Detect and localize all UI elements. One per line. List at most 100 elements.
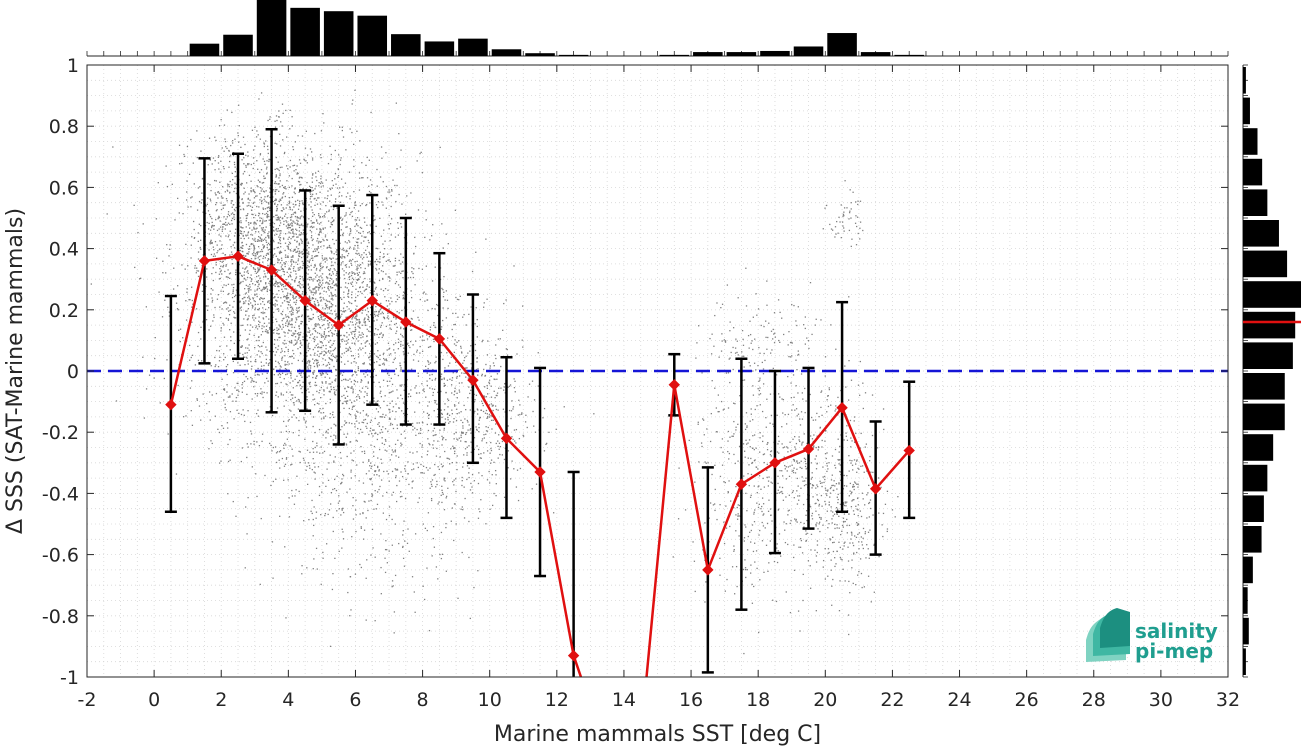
scatter-point [335, 378, 337, 380]
scatter-point [334, 478, 336, 481]
scatter-point [329, 398, 331, 401]
scatter-point [413, 268, 415, 270]
scatter-point [279, 198, 281, 200]
scatter-point [525, 414, 527, 416]
scatter-point [385, 300, 388, 302]
scatter-point [293, 206, 295, 208]
scatter-point [350, 471, 352, 473]
scatter-point [241, 387, 243, 389]
scatter-point [318, 283, 320, 285]
scatter-point [321, 491, 323, 493]
scatter-point [252, 167, 254, 170]
scatter-point [292, 298, 295, 300]
scatter-point [248, 202, 250, 204]
scatter-point [297, 408, 300, 410]
scatter-point [356, 319, 359, 321]
scatter-point [359, 204, 362, 207]
scatter-point [336, 271, 338, 273]
scatter-point [346, 250, 348, 252]
scatter-point [329, 383, 332, 385]
scatter-point [298, 434, 300, 437]
scatter-point [398, 407, 401, 409]
scatter-point [335, 374, 337, 377]
scatter-point [320, 178, 322, 180]
scatter-point [319, 452, 321, 454]
scatter-point [334, 173, 337, 175]
scatter-point [279, 219, 281, 222]
scatter-point [375, 305, 377, 308]
scatter-point [298, 328, 301, 330]
scatter-point [267, 278, 269, 280]
scatter-point [312, 425, 314, 428]
scatter-point [347, 342, 349, 344]
scatter-point [299, 216, 302, 218]
scatter-point [305, 352, 308, 354]
scatter-point [309, 193, 312, 195]
scatter-point [284, 367, 287, 370]
scatter-point [288, 418, 290, 421]
scatter-point [215, 194, 217, 196]
scatter-point [480, 453, 482, 455]
scatter-point [233, 213, 236, 216]
scatter-point [301, 233, 303, 235]
scatter-point [226, 109, 228, 111]
scatter-point [307, 265, 309, 267]
scatter-point [325, 334, 327, 337]
scatter-point [262, 190, 265, 192]
scatter-point [296, 342, 298, 344]
scatter-point [333, 423, 335, 425]
scatter-point [232, 289, 234, 291]
scatter-point [173, 267, 175, 269]
scatter-point [233, 163, 236, 166]
scatter-point [314, 346, 316, 349]
scatter-point [373, 464, 376, 466]
scatter-point [450, 520, 452, 522]
scatter-point [288, 175, 291, 177]
scatter-point [229, 438, 231, 441]
scatter-point [277, 242, 280, 244]
scatter-point [382, 379, 385, 381]
scatter-point [247, 360, 249, 362]
scatter-point [361, 203, 363, 205]
scatter-point [291, 225, 294, 227]
scatter-point [427, 405, 429, 407]
scatter-point [246, 182, 248, 184]
scatter-point [400, 442, 402, 444]
scatter-point [168, 255, 170, 257]
scatter-point [269, 159, 271, 161]
scatter-point [292, 291, 295, 294]
scatter-point [350, 381, 353, 383]
scatter-point [263, 142, 265, 144]
scatter-point [251, 238, 254, 240]
scatter-point [387, 473, 389, 475]
scatter-point [298, 226, 301, 229]
scatter-point [292, 229, 294, 231]
scatter-point [294, 192, 296, 195]
scatter-point [267, 363, 270, 365]
scatter-point [433, 546, 436, 548]
scatter-point [269, 302, 271, 304]
scatter-point [323, 122, 325, 124]
scatter-point [322, 185, 324, 187]
scatter-point [268, 307, 270, 309]
scatter-point [256, 373, 259, 376]
scatter-point [320, 181, 323, 183]
scatter-point [258, 350, 260, 352]
scatter-point [311, 209, 313, 211]
scatter-point [230, 202, 232, 204]
scatter-point [325, 365, 327, 367]
scatter-point [325, 344, 327, 347]
scatter-point [209, 198, 212, 200]
scatter-point [308, 276, 310, 279]
scatter-point [234, 175, 236, 178]
scatter-point [288, 186, 290, 188]
scatter-point [381, 157, 383, 159]
scatter-point [309, 148, 312, 150]
scatter-point [331, 381, 333, 383]
scatter-point [268, 235, 270, 237]
scatter-point [329, 286, 332, 288]
scatter-point [363, 256, 365, 259]
scatter-point [319, 229, 321, 231]
scatter-point [250, 433, 253, 435]
scatter-point [402, 530, 404, 532]
